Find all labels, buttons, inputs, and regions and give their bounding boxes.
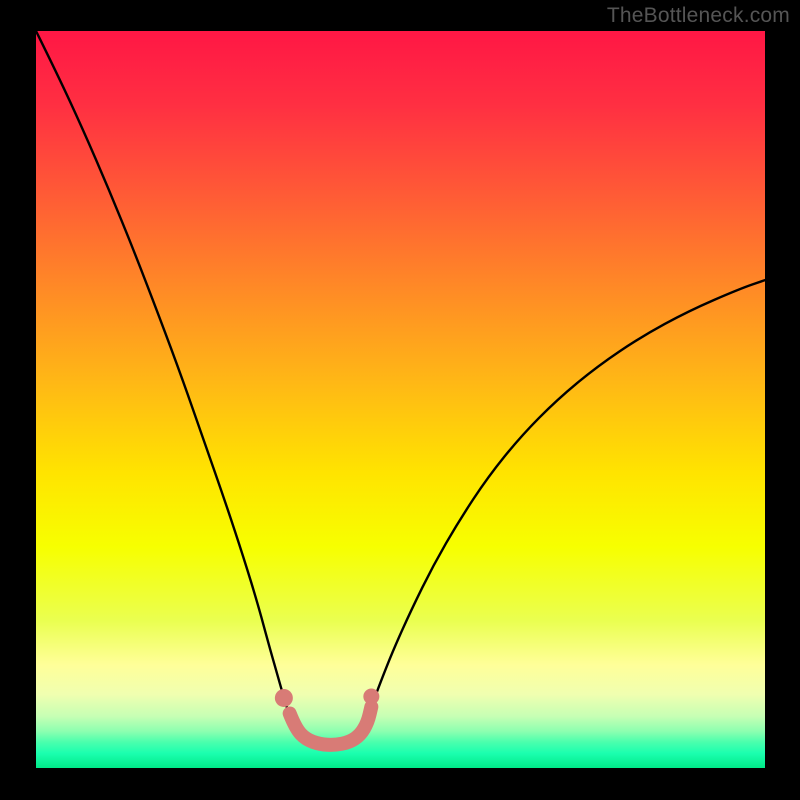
highlight-dot	[275, 689, 293, 707]
highlight-dot	[363, 689, 379, 705]
chart-root: TheBottleneck.com	[0, 0, 800, 800]
chart-svg	[0, 0, 800, 800]
watermark-text: TheBottleneck.com	[607, 4, 790, 28]
plot-background	[36, 31, 765, 768]
